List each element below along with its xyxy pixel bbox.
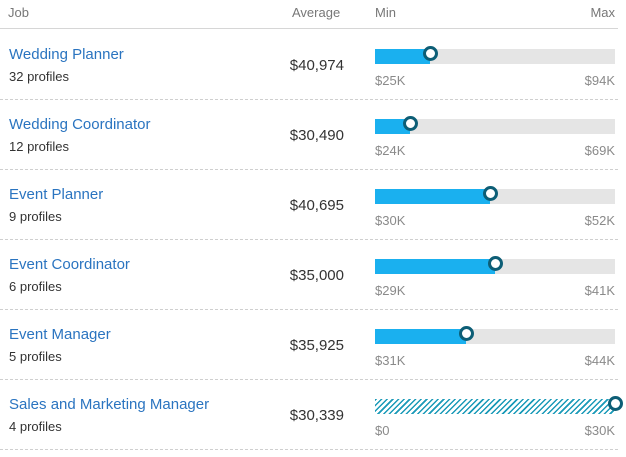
average-marker xyxy=(423,46,438,61)
job-title-link[interactable]: Event Manager xyxy=(9,326,111,343)
table-row: Event Manager 5 profiles $35,925 $31K $4… xyxy=(0,309,618,380)
table-row: Wedding Coordinator 12 profiles $30,490 … xyxy=(0,99,618,170)
range-max-label: $52K xyxy=(584,213,615,228)
job-title-link[interactable]: Wedding Coordinator xyxy=(9,116,151,133)
table-row: Event Planner 9 profiles $40,695 $30K $5… xyxy=(0,169,618,240)
profiles-count: 4 profiles xyxy=(9,419,62,434)
job-title-link[interactable]: Event Coordinator xyxy=(9,256,130,273)
job-title-link[interactable]: Sales and Marketing Manager xyxy=(9,396,210,413)
job-title-link[interactable]: Event Planner xyxy=(9,186,104,203)
range-max-label: $30K xyxy=(584,423,615,438)
range-max-label: $41K xyxy=(584,283,615,298)
salary-range-bar xyxy=(375,46,615,64)
column-header-max: Max xyxy=(590,5,615,20)
range-max-label: $94K xyxy=(584,73,615,88)
salary-range-bar xyxy=(375,396,623,414)
salary-range-fill xyxy=(375,49,430,64)
average-salary: $30,339 xyxy=(289,407,344,424)
salary-range-fill xyxy=(375,329,466,344)
table-row: Event Coordinator 6 profiles $35,000 $29… xyxy=(0,239,618,310)
range-min-label: $0 xyxy=(375,423,390,438)
salary-range-bar xyxy=(375,256,615,274)
salary-range-fill xyxy=(375,399,615,414)
column-header-average: Average xyxy=(292,5,341,20)
column-header-min: Min xyxy=(375,5,396,20)
average-marker xyxy=(403,116,418,131)
range-max-label: $44K xyxy=(584,353,615,368)
average-salary: $35,000 xyxy=(289,267,344,284)
column-header-job: Job xyxy=(8,5,29,20)
average-marker xyxy=(608,396,623,411)
average-marker xyxy=(488,256,503,271)
average-marker xyxy=(483,186,498,201)
salary-range-bar xyxy=(375,186,615,204)
range-min-label: $30K xyxy=(375,213,406,228)
salary-range-bar xyxy=(375,116,615,134)
salary-range-fill xyxy=(375,189,490,204)
table-header: Job Average Min Max xyxy=(0,0,618,29)
salary-range-bar xyxy=(375,326,615,344)
profiles-count: 9 profiles xyxy=(9,209,62,224)
range-min-label: $31K xyxy=(375,353,406,368)
salary-range-fill xyxy=(375,119,410,134)
profiles-count: 12 profiles xyxy=(9,139,69,154)
average-salary: $40,974 xyxy=(289,57,344,74)
table-row: Sales and Marketing Manager 4 profiles $… xyxy=(0,379,623,450)
range-max-label: $69K xyxy=(584,143,615,158)
profiles-count: 5 profiles xyxy=(9,349,62,364)
average-salary: $40,695 xyxy=(289,197,344,214)
profiles-count: 6 profiles xyxy=(9,279,62,294)
range-min-label: $29K xyxy=(375,283,406,298)
table-row: Wedding Planner 32 profiles $40,974 $25K… xyxy=(0,29,618,100)
profiles-count: 32 profiles xyxy=(9,69,69,84)
average-marker xyxy=(459,326,474,341)
average-salary: $30,490 xyxy=(289,127,344,144)
range-min-label: $25K xyxy=(375,73,406,88)
range-min-label: $24K xyxy=(375,143,406,158)
salary-range-fill xyxy=(375,259,495,274)
job-title-link[interactable]: Wedding Planner xyxy=(9,46,124,63)
average-salary: $35,925 xyxy=(289,337,344,354)
